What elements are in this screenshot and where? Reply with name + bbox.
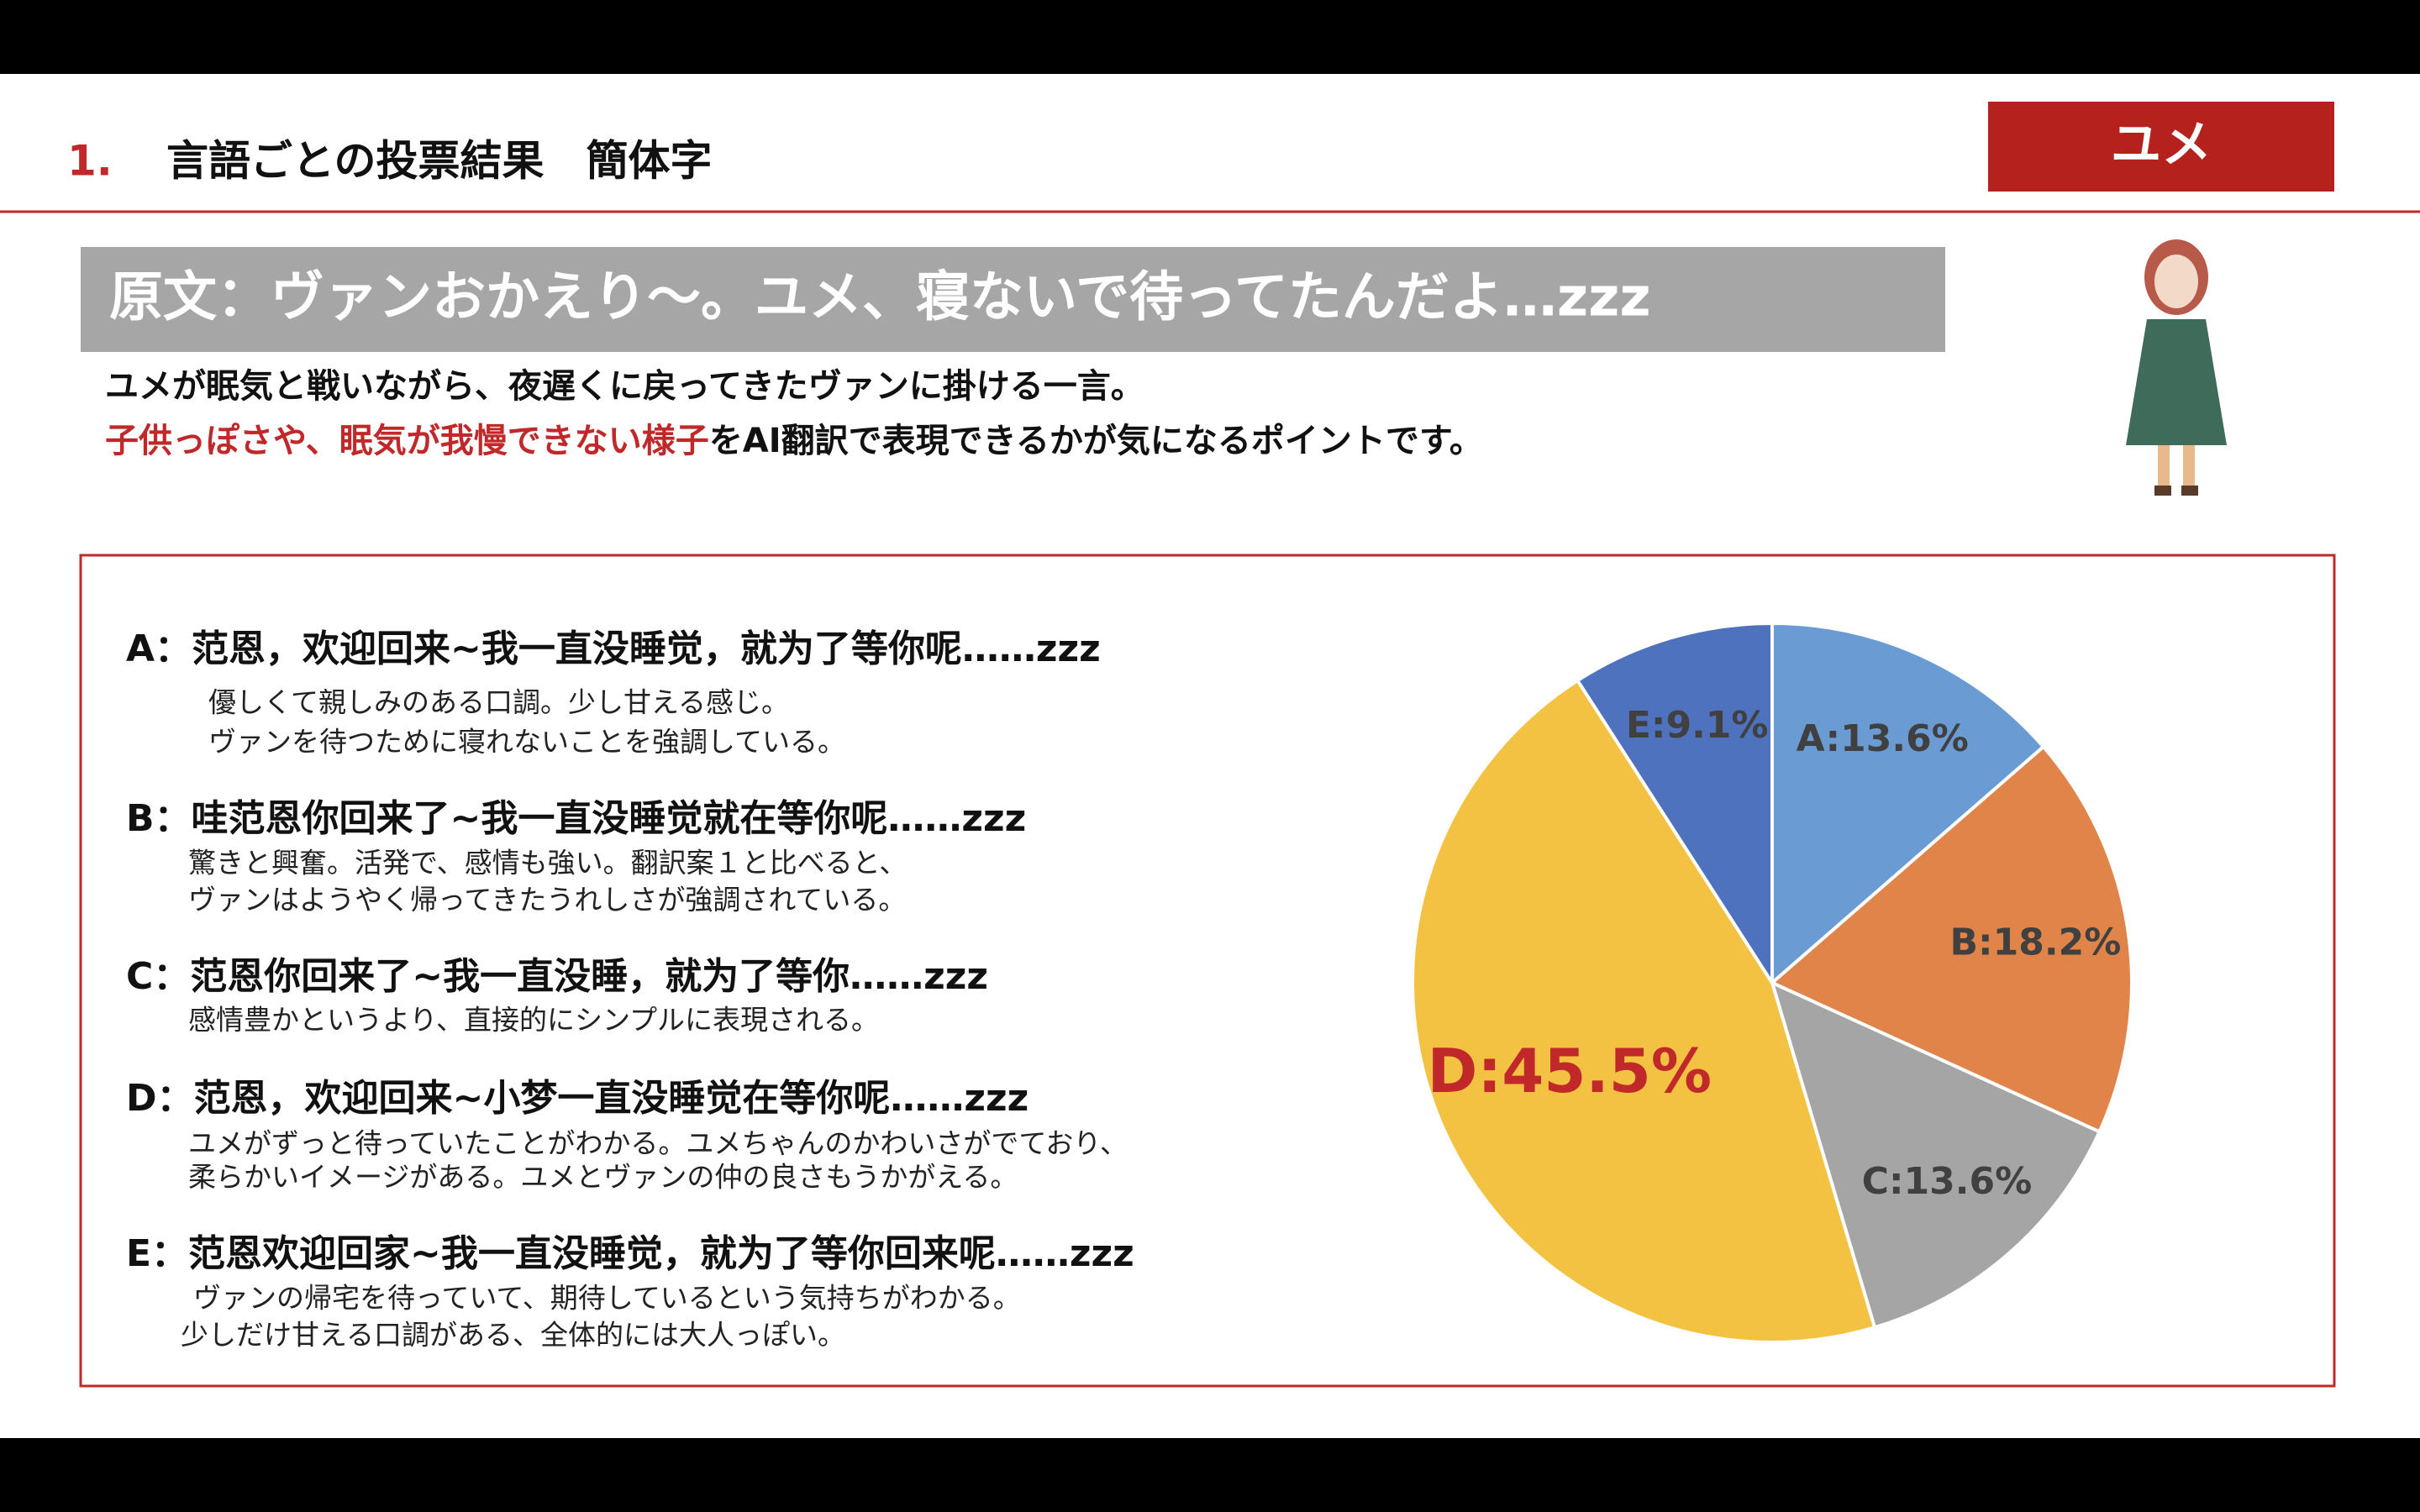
pie-slice <box>1769 744 2133 1134</box>
character-illustration <box>2126 239 2227 496</box>
item-note: 少しだけ甘える口調がある、全体的には大人っぽい。 <box>181 1319 845 1352</box>
slice-label: C:13.6% <box>1862 1160 2033 1203</box>
slice-label: D:45.5% <box>1428 1036 1712 1106</box>
item-note: 優しくて親しみのある口調。少し甘える感じ。 <box>208 686 789 719</box>
item-note: ヴァンを待つために寝れないことを強調している。 <box>208 726 845 759</box>
header-title: 言語ごとの投票結果 簡体字 <box>166 137 713 186</box>
item-note: 驚きと興奮。活発で、感情も強い。翻訳案１と比べると、 <box>188 847 907 879</box>
content-box <box>79 554 2336 1388</box>
item-note: ヴァンの帰宅を待っていて、期待しているという気持ちがわかる。 <box>193 1282 1021 1315</box>
item-heading: D：范恩，欢迎回来~小梦一直没睡觉在等你呢……zzz <box>126 1077 1028 1120</box>
item-note: ユメがずっと待っていたことがわかる。ユメちゃんのかわいさがでており、 <box>188 1127 1128 1160</box>
slice-label: E:9.1% <box>1626 704 1769 747</box>
item-heading: B：哇范恩你回来了~我一直没睡觉就在等你呢……zzz <box>126 797 1026 840</box>
slice-label: A:13.6% <box>1797 717 1969 760</box>
original-box <box>81 247 1945 352</box>
description-line: 子供っぽさや、眠気が我慢できない様子をAI翻訳で表現できるかが気になるポイントで… <box>105 422 1483 460</box>
original-text: 原文：ヴァンおかえり～。ユメ、寝ないで待ってたんだよ…zzz <box>109 267 1651 329</box>
pie-slice <box>1411 678 1877 1344</box>
description-highlight: 子供っぽさや、眠気が我慢できない様子 <box>105 422 709 460</box>
bottom-bar <box>0 1438 2420 1512</box>
item-heading: C：范恩你回来了~我一直没睡，就为了等你……zzz <box>126 955 988 998</box>
description-rest: をAI翻訳で表現できるかが気になるポイントです。 <box>709 422 1483 460</box>
item-note: 柔らかいイメージがある。ユメとヴァンの仲の良さもうかがえる。 <box>188 1161 1018 1194</box>
item-note: 感情豊かというより、直接的にシンプルに表現される。 <box>188 1004 879 1037</box>
header-number: 1. <box>67 137 113 186</box>
pie-slice <box>1770 621 2046 987</box>
slice-label: B:18.2% <box>1950 921 2122 963</box>
pie-slice <box>1575 621 1774 989</box>
item-note: ヴァンはようやく帰ってきたうれしさが強調されている。 <box>188 884 906 916</box>
item-heading: A：范恩，欢迎回来~我一直没睡觉，就为了等你呢……zzz <box>126 627 1101 670</box>
description-line: ユメが眠気と戦いながら、夜遅くに戻ってきたヴァンに掛ける一言。 <box>105 367 1144 406</box>
badge <box>1988 102 2334 192</box>
top-bar <box>0 0 2420 74</box>
badge-text: ユメ <box>2111 116 2212 175</box>
pie-slice <box>1769 979 2102 1330</box>
item-heading: E：范恩欢迎回家~我一直没睡觉，就为了等你回来呢……zzz <box>126 1232 1134 1275</box>
